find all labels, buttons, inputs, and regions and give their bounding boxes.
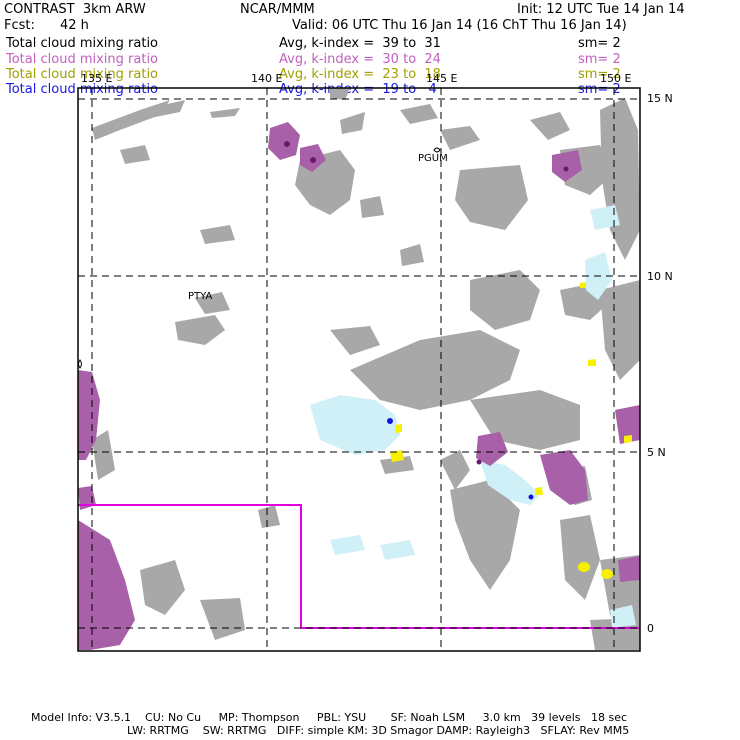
yellow-cloud-areas — [390, 282, 632, 579]
lon-label-150: 150 E — [600, 72, 632, 85]
legend-name-1: Total cloud mixing ratio — [6, 36, 159, 51]
lon-label-140: 140 E — [251, 72, 283, 85]
station-label-ptya: PTYA — [188, 291, 213, 302]
lat-lon-grid — [78, 88, 640, 651]
lat-label-0: 0 — [647, 622, 654, 635]
legend-sm-3: sm= 2 — [578, 67, 621, 82]
lat-label-5: 5 N — [647, 446, 666, 459]
blue-cloud-cores — [387, 418, 534, 500]
model-title: CONTRAST 3km ARW — [4, 2, 146, 17]
legend-stats-4: Avg, k-index = 19 to 4 — [279, 82, 437, 97]
legend-stats-3: Avg, k-index = 23 to 18 — [279, 67, 441, 82]
valid-time: Valid: 06 UTC Thu 16 Jan 14 (16 ChT Thu … — [292, 18, 627, 33]
light-blue-cloud-areas — [310, 205, 636, 628]
legend-name-2: Total cloud mixing ratio — [6, 52, 159, 67]
legend-stats-2: Avg, k-index = 30 to 24 — [279, 52, 441, 67]
magenta-boundary-line — [78, 504, 640, 629]
model-info-line-1: Model Info: V3.5.1 CU: No Cu MP: Thompso… — [31, 711, 628, 724]
legend-sm-2: sm= 2 — [578, 52, 621, 67]
legend-stats-1: Avg, k-index = 39 to 31 — [279, 36, 441, 51]
model-info-line-2: LW: RRTMG SW: RRTMG DIFF: simple KM: 3D … — [127, 724, 630, 737]
station-markers — [78, 147, 441, 369]
forecast-hours: 42 h — [60, 18, 89, 33]
forecast-label: Fcst: — [4, 18, 35, 33]
organization: NCAR/MMM — [240, 2, 315, 17]
lon-label-135: 135 E — [81, 72, 113, 85]
legend-sm-1: sm= 2 — [578, 36, 621, 51]
init-time: Init: 12 UTC Tue 14 Jan 14 — [517, 2, 685, 17]
lat-label-15: 15 N — [647, 92, 673, 105]
gray-cloud-areas — [92, 88, 640, 650]
lon-label-145: 145 E — [426, 72, 458, 85]
station-label-pgum: PGUM — [418, 153, 448, 164]
map-border — [77, 87, 641, 652]
lat-label-10: 10 N — [647, 270, 673, 283]
purple-cloud-areas — [78, 122, 640, 650]
dark-purple-cores — [284, 141, 569, 465]
legend-name-3: Total cloud mixing ratio — [6, 67, 159, 82]
